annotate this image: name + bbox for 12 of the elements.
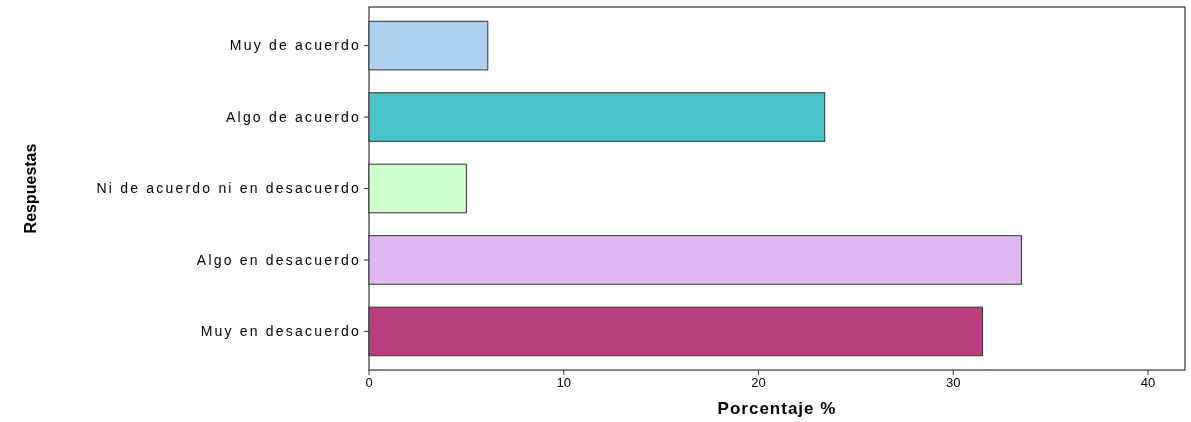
y-axis-title: Respuestas bbox=[22, 143, 39, 234]
x-tick-label: 20 bbox=[751, 375, 766, 390]
y-tick-label: Muy en desacuerdo bbox=[200, 323, 361, 340]
y-tick-label: Muy de acuerdo bbox=[229, 37, 361, 54]
x-axis-title: Porcentaje % bbox=[717, 399, 837, 418]
y-tick-label: Algo en desacuerdo bbox=[196, 251, 361, 268]
x-tick-label: 0 bbox=[365, 375, 373, 390]
x-tick-label: 40 bbox=[1140, 375, 1156, 390]
x-tick-label: 10 bbox=[556, 375, 571, 390]
y-tick-label: Algo de acuerdo bbox=[226, 108, 361, 125]
x-tick-label: 30 bbox=[946, 375, 961, 390]
y-tick-label: Ni de acuerdo ni en desacuerdo bbox=[96, 180, 361, 197]
